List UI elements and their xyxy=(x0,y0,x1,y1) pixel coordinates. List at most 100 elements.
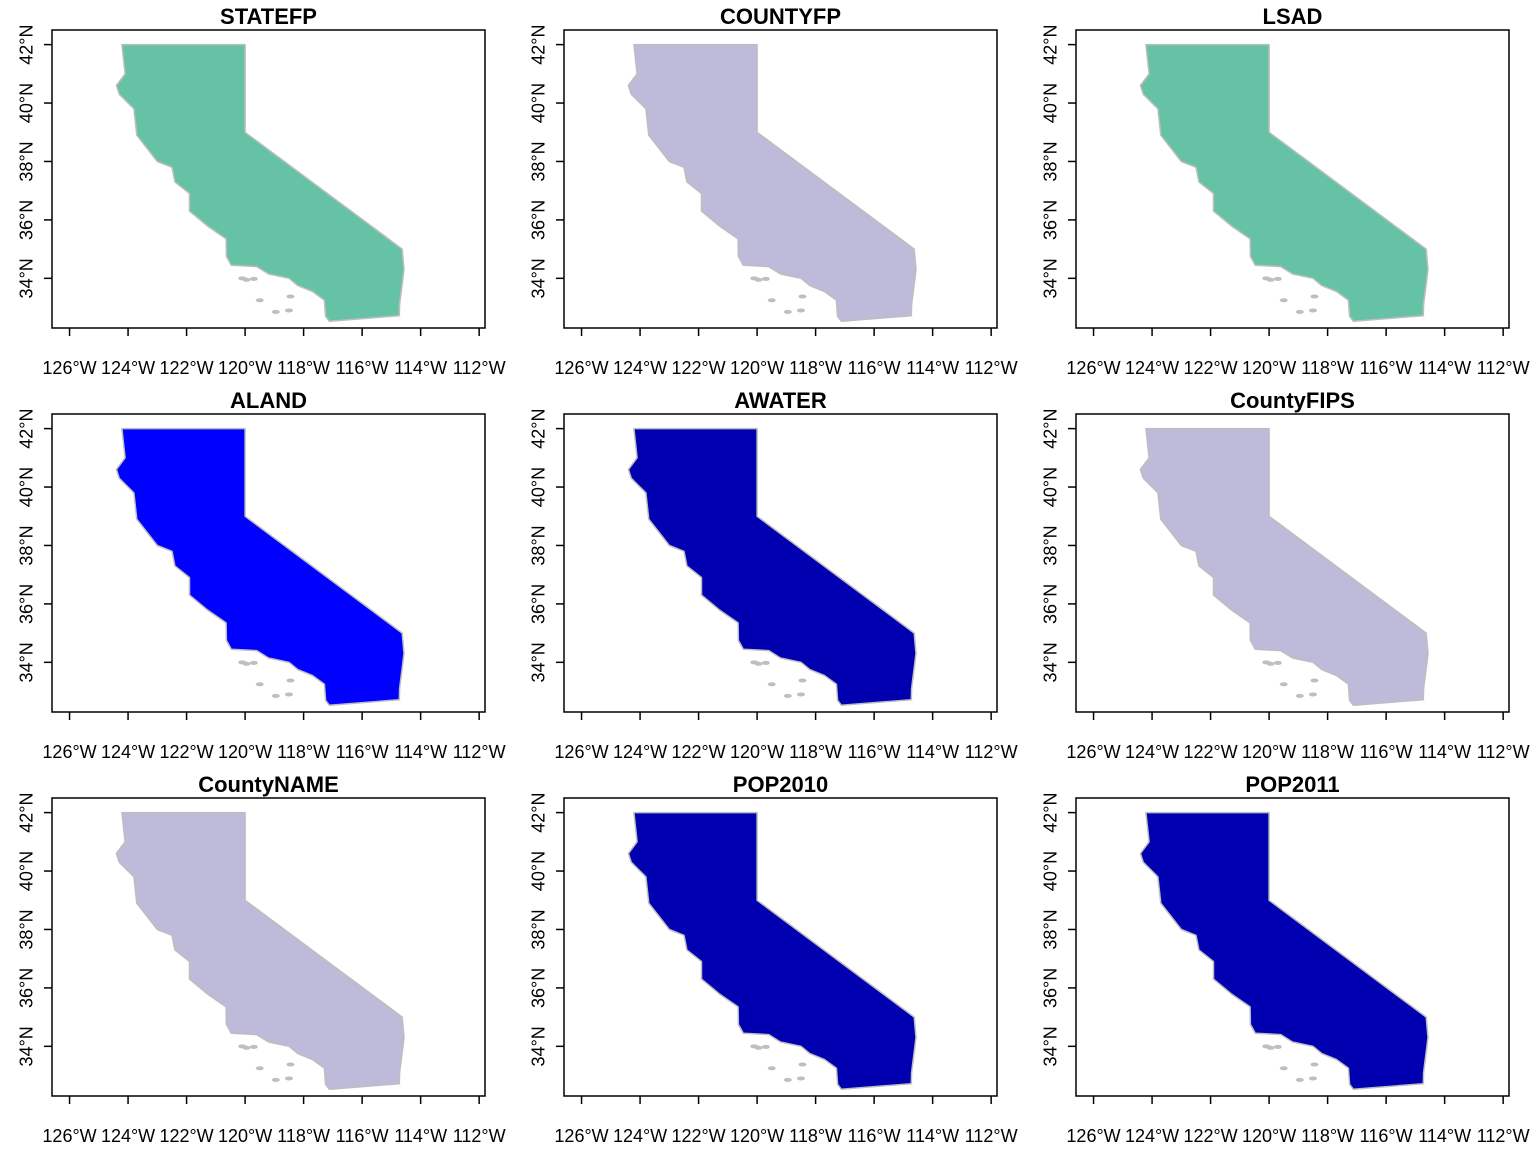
y-tick-label: 38°N xyxy=(529,141,549,181)
panel-frame xyxy=(563,797,998,1097)
x-tick-label: 116°W xyxy=(336,742,389,762)
island-shape xyxy=(1310,678,1319,683)
island-shape xyxy=(238,276,247,281)
y-tick-label: 42°N xyxy=(1041,408,1061,448)
island-shape xyxy=(798,678,807,683)
island-shape xyxy=(750,660,759,665)
x-tick-label: 122°W xyxy=(1183,742,1237,762)
x-tick-label: 124°W xyxy=(613,1126,667,1146)
y-tick-label: 42°N xyxy=(17,408,37,448)
island-shape xyxy=(750,276,759,281)
map-panel: LSAD 126°W 124°W 122°W 120°W 118°W 116°W 114°W 1… xyxy=(1041,4,1530,378)
y-tick-label: 40°N xyxy=(529,467,549,507)
y-tick-label: 40°N xyxy=(17,851,37,891)
panel-title: CountyNAME xyxy=(198,772,339,797)
panel-title: ALAND xyxy=(230,388,307,413)
island-shape xyxy=(1262,276,1271,281)
island-shape xyxy=(286,678,295,683)
x-tick-label: 112°W xyxy=(965,742,1018,762)
x-tick-label: 118°W xyxy=(277,358,330,378)
x-tick-label: 114°W xyxy=(394,742,447,762)
x-tick-label: 114°W xyxy=(1418,358,1471,378)
island-shape xyxy=(761,660,770,665)
x-tick-label: 118°W xyxy=(789,358,842,378)
x-tick-label: 126°W xyxy=(42,358,96,378)
panel-title: CountyFIPS xyxy=(1230,388,1355,413)
y-tick-label: 40°N xyxy=(529,83,549,123)
x-tick-label: 126°W xyxy=(42,742,96,762)
x-tick-label: 120°W xyxy=(218,1126,272,1146)
island-shape xyxy=(271,1077,280,1082)
island-shape xyxy=(1279,1066,1288,1071)
x-tick-label: 124°W xyxy=(101,1126,155,1146)
island-shape xyxy=(1295,309,1304,314)
panel-frame xyxy=(563,413,998,713)
island-shape xyxy=(798,294,807,299)
x-tick-label: 126°W xyxy=(1066,358,1120,378)
island-shape xyxy=(1295,1077,1304,1082)
x-tick-label: 116°W xyxy=(336,1126,389,1146)
island-shape xyxy=(1295,693,1304,698)
x-tick-label: 116°W xyxy=(1360,1126,1413,1146)
island-shape xyxy=(767,1066,776,1071)
x-tick-label: 120°W xyxy=(730,358,784,378)
y-tick-label: 38°N xyxy=(529,909,549,949)
x-tick-label: 116°W xyxy=(1360,742,1413,762)
x-tick-label: 120°W xyxy=(1242,742,1296,762)
x-tick-label: 112°W xyxy=(1477,1126,1530,1146)
x-tick-label: 126°W xyxy=(554,742,608,762)
island-shape xyxy=(271,693,280,698)
island-shape xyxy=(286,1062,295,1067)
panel-frame xyxy=(51,29,486,329)
island-shape xyxy=(761,276,770,281)
x-tick-label: 112°W xyxy=(1477,742,1530,762)
panel-frame xyxy=(1075,29,1510,329)
x-tick-label: 116°W xyxy=(848,358,901,378)
y-tick-label: 36°N xyxy=(17,584,37,624)
x-tick-label: 114°W xyxy=(906,1126,959,1146)
x-tick-label: 118°W xyxy=(1301,742,1354,762)
x-tick-label: 124°W xyxy=(1125,1126,1179,1146)
y-tick-label: 38°N xyxy=(17,141,37,181)
x-tick-label: 114°W xyxy=(1418,742,1471,762)
island-shape xyxy=(1310,294,1319,299)
x-tick-label: 112°W xyxy=(965,358,1018,378)
x-tick-label: 124°W xyxy=(101,742,155,762)
island-shape xyxy=(238,660,247,665)
state-outline xyxy=(627,43,917,323)
x-tick-label: 118°W xyxy=(1301,1126,1354,1146)
map-panel: CountyNAME 126°W 124°W 122°W 120°W 118°W 116°W… xyxy=(17,772,506,1146)
y-tick-label: 36°N xyxy=(529,968,549,1008)
y-tick-label: 34°N xyxy=(529,1026,549,1066)
island-shape xyxy=(796,692,805,697)
island-shape xyxy=(255,1066,264,1071)
y-tick-label: 34°N xyxy=(529,258,549,298)
map-panel: ALAND 126°W 124°W 122°W 120°W 118°W 116°W 114°W… xyxy=(17,388,506,762)
x-tick-label: 124°W xyxy=(613,358,667,378)
island-shape xyxy=(1308,1076,1317,1081)
x-tick-label: 112°W xyxy=(453,742,506,762)
island-shape xyxy=(761,1044,770,1049)
island-shape xyxy=(767,298,776,303)
x-tick-label: 120°W xyxy=(218,742,272,762)
y-tick-label: 34°N xyxy=(1041,1026,1061,1066)
island-shape xyxy=(783,1077,792,1082)
x-tick-label: 112°W xyxy=(453,1126,506,1146)
map-panel: STATEFP 126°W 124°W 122°W 120°W 118°W 116°W 114… xyxy=(17,4,506,378)
x-tick-label: 122°W xyxy=(159,742,213,762)
x-tick-label: 114°W xyxy=(394,358,447,378)
x-tick-label: 122°W xyxy=(671,358,725,378)
y-tick-label: 40°N xyxy=(529,851,549,891)
x-tick-label: 120°W xyxy=(1242,358,1296,378)
panel-frame xyxy=(1075,797,1510,1097)
island-shape xyxy=(284,692,293,697)
x-tick-label: 114°W xyxy=(394,1126,447,1146)
island-shape xyxy=(284,308,293,313)
y-tick-label: 36°N xyxy=(1041,200,1061,240)
y-tick-label: 42°N xyxy=(529,24,549,64)
state-outline xyxy=(1139,811,1429,1091)
y-tick-label: 42°N xyxy=(17,24,37,64)
state-outline xyxy=(627,427,917,707)
island-shape xyxy=(1273,660,1282,665)
